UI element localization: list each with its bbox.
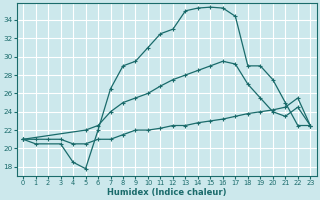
X-axis label: Humidex (Indice chaleur): Humidex (Indice chaleur) [107,188,227,197]
